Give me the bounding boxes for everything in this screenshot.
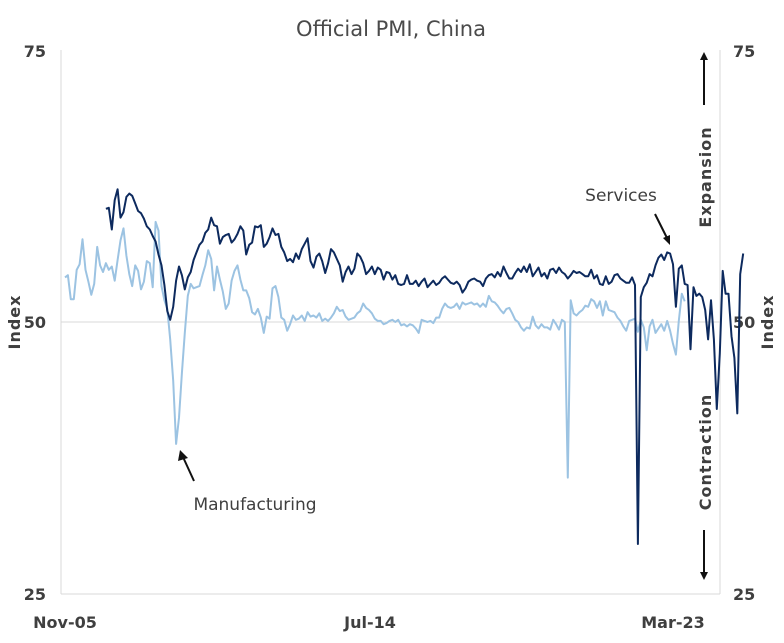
- manufacturing-annotation: Manufacturing: [193, 495, 316, 515]
- y-tick-right-25: 25: [733, 585, 755, 604]
- y-axis-title-right: Index: [758, 295, 777, 350]
- x-tick-nov-05: Nov-05: [33, 613, 97, 632]
- manufacturing-annotation-arrow: [182, 456, 195, 482]
- x-tick-jul-14: Jul-14: [343, 613, 396, 632]
- manufacturing-line: [64, 220, 686, 479]
- chart-title: Official PMI, China: [296, 17, 486, 41]
- y-tick-left-75: 75: [24, 42, 46, 61]
- y-tick-right-50: 50: [733, 313, 755, 332]
- y-axis-title-left: Index: [5, 295, 24, 350]
- expansion-arrow-head: [700, 52, 708, 60]
- services-annotation-arrow: [654, 213, 669, 241]
- y-tick-left-50: 50: [24, 313, 46, 332]
- contraction-label: Contraction: [696, 394, 715, 510]
- services-line: [105, 188, 745, 545]
- services-annotation-arrow-head: [663, 235, 670, 245]
- expansion-label: Expansion: [696, 126, 715, 227]
- y-tick-right-75: 75: [733, 42, 755, 61]
- x-tick-mar-23: Mar-23: [641, 613, 705, 632]
- contraction-arrow-head: [700, 572, 708, 580]
- services-annotation: Services: [585, 186, 657, 206]
- y-tick-left-25: 25: [24, 585, 46, 604]
- manufacturing-annotation-arrow-head: [178, 450, 188, 461]
